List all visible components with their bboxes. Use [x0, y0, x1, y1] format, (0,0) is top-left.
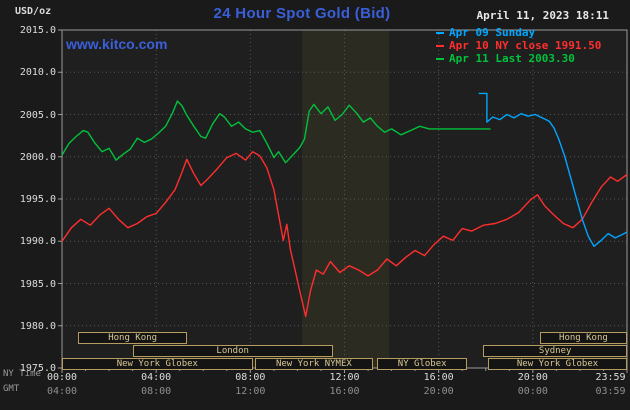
legend: Apr 09 Sunday Apr 10 NY close 1991.50 Apr … — [436, 26, 601, 65]
x-axis-caption-ny-time: NY Time — [3, 369, 41, 379]
y-axis-tick-label: 1975.0 — [19, 363, 56, 374]
y-axis-tick-label: 2015.0 — [19, 25, 56, 36]
x-axis-gmt-label: 00:00 — [517, 386, 548, 397]
x-axis-ny-time-label: 23:59 — [595, 372, 626, 383]
session-hong-kong: Hong Kong — [539, 332, 627, 344]
session-london: London — [132, 345, 333, 357]
legend-label: Apr 10 NY close 1991.50 — [449, 39, 602, 52]
x-axis-caption-gmt: GMT — [3, 384, 20, 394]
series-line-apr09 — [478, 92, 628, 248]
x-axis-ny-time-label: 00:00 — [46, 372, 78, 383]
y-axis-tick-label: 2000.0 — [19, 151, 56, 163]
session-hong-kong: Hong Kong — [78, 332, 187, 344]
x-axis-gmt-label: 20:00 — [423, 386, 454, 397]
chart-datetime: April 11, 2023 18:11 — [476, 9, 609, 22]
y-axis-tick-label: 1985.0 — [19, 278, 56, 290]
x-axis-ny-time-label: 04:00 — [141, 372, 172, 383]
series-line-apr11 — [61, 100, 491, 164]
y-axis-tick-label: 1980.0 — [19, 320, 56, 332]
y-axis-tick-label: 1990.0 — [19, 236, 56, 248]
kitco-watermark-link[interactable]: www.kitco.com — [66, 36, 168, 52]
legend-item: Apr 10 NY close 1991.50 — [436, 39, 601, 52]
y-axis-tick-label: 2005.0 — [19, 109, 56, 121]
legend-dash-icon — [436, 31, 444, 34]
chart-title: 24 Hour Spot Gold (Bid) — [213, 5, 391, 22]
legend-dash-icon — [436, 57, 444, 60]
x-axis-ny-time-label: 20:00 — [517, 372, 548, 383]
y-axis-tick-label: 2010.0 — [19, 67, 56, 79]
session-new-york-globex: New York Globex — [62, 358, 253, 370]
x-axis-gmt-label: 12:00 — [235, 386, 266, 397]
session-new-york-nymex: New York NYMEX — [255, 358, 373, 370]
legend-item: Apr 11 Last 2003.30 — [436, 52, 601, 65]
series-line-apr10 — [61, 150, 628, 318]
y-axis-tick-label: 1995.0 — [19, 194, 56, 205]
x-axis-gmt-label: 16:00 — [329, 386, 360, 397]
x-axis-ny-time-label: 16:00 — [423, 372, 454, 383]
legend-item: Apr 09 Sunday — [436, 26, 601, 39]
session-new-york-globex: New York Globex — [488, 358, 627, 370]
y-axis-units-label: USD/oz — [15, 6, 52, 17]
x-axis-gmt-label: 04:00 — [46, 386, 78, 397]
x-axis-ny-time-label: 08:00 — [235, 372, 266, 383]
legend-label: Apr 11 Last 2003.30 — [449, 52, 575, 65]
x-axis-ny-time-label: 12:00 — [329, 372, 360, 383]
x-axis-gmt-label: 03:59 — [595, 386, 626, 397]
legend-dash-icon — [436, 44, 444, 47]
session-ny-globex: NY Globex — [377, 358, 467, 370]
session-sydney: Sydney — [483, 345, 627, 357]
shaded-session-band — [302, 30, 390, 368]
x-axis-gmt-label: 08:00 — [141, 386, 172, 397]
legend-label: Apr 09 Sunday — [449, 26, 536, 39]
